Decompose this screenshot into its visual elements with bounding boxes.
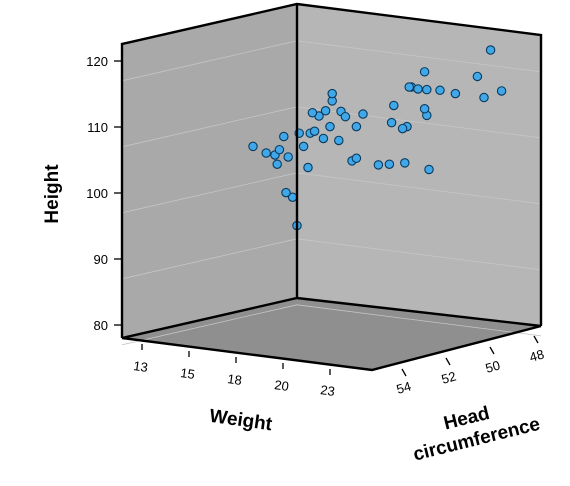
data-point (413, 84, 423, 94)
weight-tick-label: 15 (179, 365, 195, 382)
data-point (274, 144, 285, 155)
data-point (404, 82, 414, 92)
head-circumference-axis-ticks: 48 50 52 54 (395, 346, 546, 396)
gridline (296, 40, 542, 73)
head-tick-mark (533, 335, 539, 344)
data-point (309, 126, 320, 136)
data-point (281, 187, 291, 198)
data-point (318, 133, 329, 144)
gridline (121, 304, 298, 346)
weight-tick-label: 23 (319, 382, 335, 399)
data-point (472, 71, 483, 82)
height-axis-title: Height (42, 164, 63, 224)
data-point (419, 104, 430, 114)
data-point (384, 159, 395, 169)
gridline (296, 238, 542, 271)
data-point (351, 121, 362, 132)
head-tick-mark (445, 357, 451, 366)
data-point (307, 107, 318, 118)
head-tick-mark (401, 368, 407, 377)
head-tick-mark (489, 346, 495, 355)
height-tick-label: 80 (94, 318, 108, 333)
data-point (303, 162, 313, 173)
data-point (435, 85, 445, 96)
height-tick-label: 120 (86, 54, 108, 69)
left-wall (122, 4, 297, 338)
data-point (424, 164, 434, 175)
data-point (327, 88, 337, 99)
data-point (397, 123, 408, 134)
gridline (121, 172, 298, 214)
data-point (283, 152, 293, 162)
box-edges (120, 2, 543, 372)
data-point (422, 84, 432, 95)
data-point (261, 148, 271, 158)
weight-axis-title: Weight (208, 406, 274, 436)
data-point (496, 86, 507, 96)
data-point (386, 117, 397, 128)
tick-marks (114, 60, 539, 377)
data-point (272, 159, 282, 169)
data-point (340, 111, 351, 122)
weight-tick-label: 18 (226, 371, 242, 388)
back-wall (297, 4, 541, 326)
data-point (389, 100, 399, 111)
head-tick-label: 52 (440, 368, 458, 386)
data-point (479, 92, 489, 103)
height-tick-label: 110 (87, 120, 108, 135)
data-point (450, 88, 461, 99)
head-tick-label: 48 (528, 346, 546, 364)
data-point (248, 141, 258, 152)
data-point (334, 135, 344, 146)
head-tick-label: 54 (395, 378, 413, 396)
weight-axis-ticks: 13 15 18 20 23 (132, 358, 335, 399)
height-tick-label: 100 (86, 186, 108, 201)
data-point (419, 67, 430, 77)
data-point (325, 121, 335, 132)
gridline (121, 40, 298, 82)
gridline (296, 172, 542, 205)
data-point (298, 141, 309, 152)
height-tick-label: 90 (94, 252, 108, 267)
weight-tick-label: 20 (273, 377, 289, 394)
data-point (358, 109, 368, 119)
gridline (121, 238, 298, 280)
data-points (248, 45, 507, 231)
gridline (296, 304, 542, 337)
gridline (121, 106, 298, 148)
data-point (279, 131, 289, 142)
data-point (485, 45, 496, 55)
data-point (351, 153, 362, 164)
floor (122, 298, 541, 370)
weight-tick-label: 13 (132, 358, 148, 375)
head-tick-label: 50 (484, 357, 502, 375)
data-point (400, 158, 410, 168)
data-point (373, 160, 384, 170)
height-axis-ticks: 120 110 100 90 80 (86, 54, 108, 333)
data-point (320, 106, 331, 116)
